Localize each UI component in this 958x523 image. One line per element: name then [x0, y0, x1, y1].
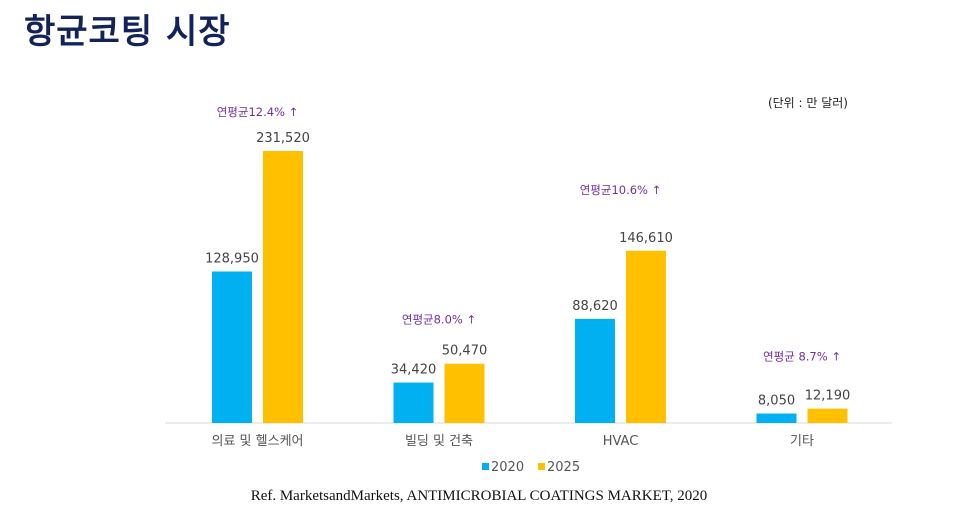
cagr-annotation: 연평균8.0% ↑ — [402, 313, 476, 327]
bar-chart: (단위 : 만 달러) 128,950 231,520 의료 및 헬스케어 연평균12.… — [165, 96, 892, 475]
category-label: 빌딩 및 건축 — [405, 434, 473, 449]
legend-label: 2020 — [491, 460, 524, 475]
cagr-annotation: 연평균12.4% ↑ — [217, 105, 299, 119]
data-label: 128,950 — [205, 252, 259, 267]
bar-2025 — [807, 408, 848, 423]
data-label: 231,520 — [256, 131, 310, 146]
category-label: HVAC — [603, 434, 639, 449]
data-label: 12,190 — [805, 389, 851, 404]
legend-label: 2025 — [547, 460, 580, 475]
category-label: 의료 및 헬스케어 — [212, 434, 304, 449]
legend-swatch-2020 — [482, 463, 489, 470]
legend-swatch-2025 — [538, 463, 545, 470]
bar-2020 — [756, 413, 797, 423]
bar-2025 — [263, 151, 303, 423]
data-label: 34,420 — [391, 363, 437, 378]
data-label: 88,620 — [572, 299, 618, 314]
data-label: 8,050 — [758, 394, 795, 409]
unit-note: (단위 : 만 달러) — [768, 96, 848, 110]
data-label: 50,470 — [442, 344, 488, 359]
page-title: 항균코팅 시장 — [24, 12, 231, 52]
category-label: 기타 — [790, 434, 814, 449]
cagr-annotation: 연평균 8.7% ↑ — [763, 350, 841, 364]
reference-note: Ref. MarketsandMarkets, ANTIMICROBIAL CO… — [250, 488, 708, 504]
bar-2020 — [393, 382, 434, 423]
bar-2020 — [575, 318, 615, 423]
cagr-annotation: 연평균10.6% ↑ — [580, 183, 662, 197]
bar-2025 — [626, 250, 666, 423]
bar-2025 — [444, 363, 485, 423]
data-label: 146,610 — [619, 231, 673, 246]
bar-2020 — [212, 271, 252, 423]
